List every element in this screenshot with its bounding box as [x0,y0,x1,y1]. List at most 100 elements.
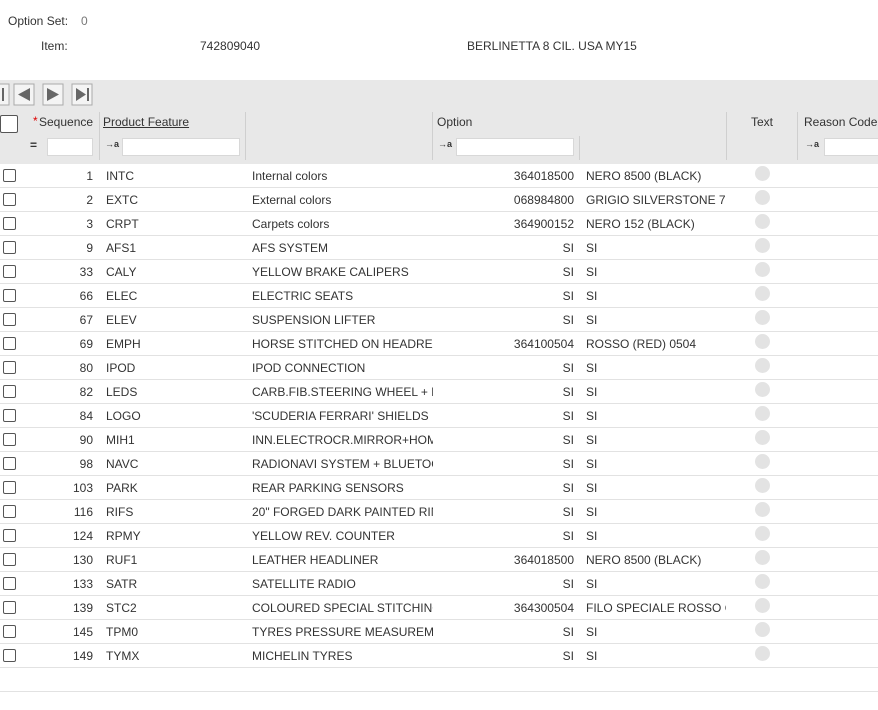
table-row[interactable]: 2 EXTC External colors 068984800 GRIGIO SILV… [0,188,878,212]
table-row[interactable]: 98 NAVC RADIONAVI SYSTEM + BLUETOO SI SI [0,452,878,476]
text-indicator [755,550,770,565]
filter-input[interactable] [47,138,93,156]
table-row[interactable]: 33 CALY YELLOW BRAKE CALIPERS SI SI [0,260,878,284]
first-page-button[interactable] [0,83,10,106]
option-description: SI [586,361,598,375]
filter-operator[interactable]: →a [438,139,453,149]
feature-code: EMPH [106,337,141,351]
row-checkbox[interactable] [3,265,16,278]
row-checkbox[interactable] [3,409,16,422]
table-row[interactable]: 69 EMPH HORSE STITCHED ON HEADRE 364100504 R… [0,332,878,356]
sequence: 82 [79,385,93,399]
table-row[interactable]: 9 AFS1 AFS SYSTEM SI SI [0,236,878,260]
row-checkbox[interactable] [3,505,16,518]
feature-description: REAR PARKING SENSORS [252,481,404,495]
text-indicator [755,166,770,181]
feature-description: SUSPENSION LIFTER [252,313,376,327]
column-header[interactable]: Option [437,115,473,129]
option-description: SI [586,481,598,495]
row-checkbox[interactable] [3,625,16,638]
table-row[interactable]: 116 RIFS 20" FORGED DARK PAINTED RIM SI SI [0,500,878,524]
filter-operator[interactable]: →a [105,139,120,149]
table-row[interactable]: 90 MIH1 INN.ELECTROCR.MIRROR+HOM SI SI [0,428,878,452]
text-indicator [755,190,770,205]
column-header[interactable]: Text [751,115,774,129]
table-row[interactable]: 124 RPMY YELLOW REV. COUNTER SI SI [0,524,878,548]
row-checkbox[interactable] [3,529,16,542]
row-checkbox[interactable] [3,577,16,590]
feature-code: CRPT [106,217,139,231]
row-checkbox[interactable] [3,313,16,326]
table-row[interactable]: 1 INTC Internal colors 364018500 NERO 8500 (… [0,164,878,188]
feature-description: LEATHER HEADLINER [252,553,379,567]
row-checkbox[interactable] [3,361,16,374]
option-description: NERO 8500 (BLACK) [586,553,702,567]
row-checkbox[interactable] [3,457,16,470]
option-description: ROSSO (RED) 0504 [586,337,697,351]
table-row[interactable]: 149 TYMX MICHELIN TYRES SI SI [0,644,878,668]
option-description: FILO SPECIALE ROSSO C [586,601,726,615]
text-indicator [755,646,770,661]
option-code: SI [562,529,574,543]
filter-operator[interactable]: = [30,138,38,152]
option-description: SI [586,505,598,519]
filter-input[interactable] [824,138,878,156]
select-all-checkbox[interactable] [0,115,18,133]
feature-code: EXTC [106,193,139,207]
option-description: NERO 8500 (BLACK) [586,169,702,183]
row-checkbox[interactable] [3,289,16,302]
row-checkbox[interactable] [3,601,16,614]
row-checkbox[interactable] [3,481,16,494]
table-row[interactable]: 145 TPM0 TYRES PRESSURE MEASUREM SI SI [0,620,878,644]
table-row[interactable]: 133 SATR SATELLITE RADIO SI SI [0,572,878,596]
table-row[interactable]: 80 IPOD IPOD CONNECTION SI SI [0,356,878,380]
row-checkbox[interactable] [3,385,16,398]
item-label: Item: [41,39,68,53]
text-indicator [755,238,770,253]
feature-code: TPM0 [106,625,139,639]
text-indicator [755,262,770,277]
sequence: 90 [79,433,93,447]
filter-input[interactable] [122,138,240,156]
option-description: SI [586,265,598,279]
table-row[interactable]: 67 ELEV SUSPENSION LIFTER SI SI [0,308,878,332]
option-description: SI [586,457,598,471]
table-row[interactable]: 3 CRPT Carpets colors 364900152 NERO 152 (BL… [0,212,878,236]
option-code: 364018500 [513,553,574,567]
table-row[interactable]: 84 LOGO 'SCUDERIA FERRARI' SHIELDS SI SI [0,404,878,428]
sequence: 98 [79,457,93,471]
table-row[interactable]: 130 RUF1 LEATHER HEADLINER 364018500 NERO 85… [0,548,878,572]
table-row[interactable]: 82 LEDS CARB.FIB.STEERING WHEEL + L SI SI [0,380,878,404]
row-checkbox[interactable] [3,193,16,206]
feature-code: TYMX [106,649,140,663]
row-checkbox[interactable] [3,169,16,182]
feature-description: YELLOW REV. COUNTER [252,529,395,543]
column-header[interactable]: Reason Code [804,115,878,129]
row-checkbox[interactable] [3,553,16,566]
feature-description: IPOD CONNECTION [252,361,366,375]
sequence: 139 [72,601,93,615]
table-row[interactable]: 66 ELEC ELECTRIC SEATS SI SI [0,284,878,308]
sequence: 130 [72,553,93,567]
table-row[interactable]: 139 STC2 COLOURED SPECIAL STITCHING 3643005… [0,596,878,620]
column-header[interactable]: Sequence [39,115,94,129]
column-header[interactable]: Product Feature [103,115,190,129]
sequence: 2 [86,193,93,207]
table-row[interactable]: 103 PARK REAR PARKING SENSORS SI SI [0,476,878,500]
feature-description: TYRES PRESSURE MEASUREM [252,625,433,639]
row-checkbox[interactable] [3,241,16,254]
option-code: 364900152 [513,217,574,231]
feature-code: LOGO [106,409,141,423]
filter-input[interactable] [456,138,574,156]
option-code: 364300504 [513,601,574,615]
feature-code: IPOD [106,361,136,375]
sequence: 3 [86,217,93,231]
row-checkbox[interactable] [3,217,16,230]
text-indicator [755,502,770,517]
row-checkbox[interactable] [3,433,16,446]
row-checkbox[interactable] [3,337,16,350]
text-indicator [755,334,770,349]
filter-operator[interactable]: →a [805,139,820,149]
feature-description: CARB.FIB.STEERING WHEEL + L [252,385,433,399]
row-checkbox[interactable] [3,649,16,662]
